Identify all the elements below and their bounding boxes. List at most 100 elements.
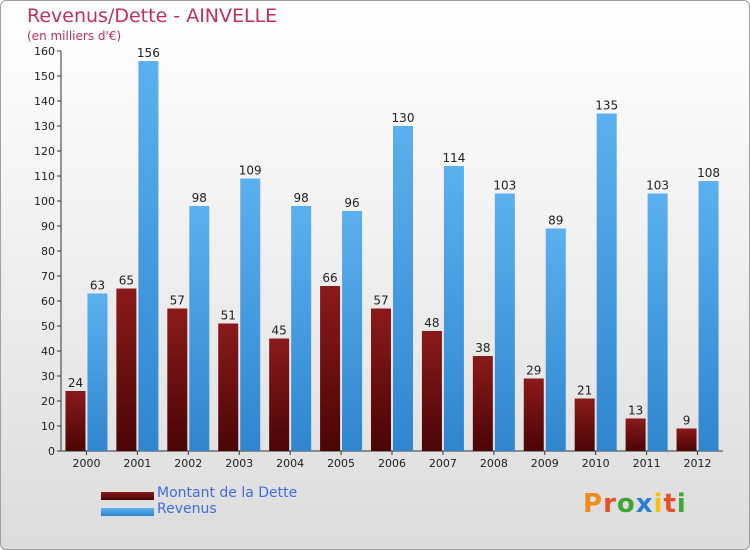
logo-letter: i (653, 489, 664, 519)
logo-letter: i (676, 489, 687, 519)
data-label-revenus: 135 (595, 99, 618, 113)
data-label-dette: 66 (322, 271, 337, 285)
y-tick-label: 10 (41, 420, 55, 433)
y-tick-label: 80 (41, 245, 55, 258)
y-tick-label: 0 (48, 445, 55, 458)
data-label-revenus: 103 (493, 179, 516, 193)
bar-chart: 0 10 20 30 40 50 60 70 80 90 100 110 120 130 140 150 160… (34, 45, 723, 470)
data-label-revenus: 108 (697, 166, 720, 180)
data-label-revenus: 98 (294, 191, 309, 205)
legend-swatch-dette (101, 492, 154, 500)
bar-revenus (189, 206, 210, 451)
bar-revenus (291, 206, 312, 451)
logo-letter: x (635, 489, 654, 519)
x-tick-label: 2011 (633, 457, 661, 470)
y-tick-label: 140 (34, 95, 55, 108)
bar-dette (167, 308, 188, 451)
data-label-dette: 13 (628, 404, 643, 418)
y-tick-label: 160 (34, 45, 55, 58)
bar-dette (116, 288, 137, 451)
bar-revenus (494, 193, 515, 451)
data-label-revenus: 63 (90, 279, 105, 293)
bar-dette (574, 398, 595, 451)
y-tick-label: 50 (41, 320, 55, 333)
chart-subtitle: (en milliers d'€) (27, 29, 122, 43)
x-tick-label: 2001 (123, 457, 151, 470)
x-tick-label: 2009 (531, 457, 559, 470)
bar-revenus (443, 166, 464, 451)
legend-label-revenus: Revenus (157, 501, 217, 517)
data-label-dette: 45 (272, 324, 287, 338)
x-tick-label: 2005 (327, 457, 355, 470)
data-label-revenus: 109 (239, 164, 262, 178)
y-tick-label: 40 (41, 345, 55, 358)
legend-label-dette: Montant de la Dette (157, 485, 298, 501)
data-label-dette: 65 (119, 274, 134, 288)
logo-letter: P (583, 489, 604, 519)
y-tick-label: 90 (41, 220, 55, 233)
data-label-dette: 57 (170, 294, 185, 308)
data-label-dette: 24 (68, 376, 83, 390)
logo-letter: t (663, 489, 677, 519)
logo-letter: o (616, 489, 636, 519)
bar-dette (523, 378, 544, 451)
bar-revenus (240, 178, 261, 451)
data-label-revenus: 103 (646, 179, 669, 193)
data-label-revenus: 156 (137, 46, 160, 60)
x-tick-label: 2012 (684, 457, 712, 470)
y-tick-label: 110 (34, 170, 55, 183)
bar-revenus (87, 293, 108, 451)
bar-dette (269, 338, 290, 451)
y-tick-label: 60 (41, 295, 55, 308)
data-label-dette: 57 (373, 294, 388, 308)
data-label-dette: 9 (683, 414, 691, 428)
bar-revenus (545, 228, 566, 451)
x-tick-label: 2004 (276, 457, 304, 470)
data-label-dette: 51 (221, 309, 236, 323)
bar-dette (218, 323, 239, 451)
bar-dette (320, 286, 341, 451)
proxiti-logo: Proxiti (583, 489, 687, 519)
data-label-dette: 29 (526, 364, 541, 378)
bar-dette (472, 356, 493, 451)
x-tick-label: 2000 (72, 457, 100, 470)
bar-dette (625, 418, 646, 451)
bar-dette (65, 391, 86, 451)
bar-revenus (596, 113, 617, 451)
data-label-dette: 21 (577, 384, 592, 398)
y-tick-label: 70 (41, 270, 55, 283)
data-labels: 24 63 65 156 57 98 51 109 45 98 66 96 57 130 48 114 38 10… (68, 46, 720, 428)
y-tick-label: 150 (34, 70, 55, 83)
bars (65, 61, 719, 451)
y-tick-label: 120 (34, 145, 55, 158)
data-label-revenus: 114 (442, 151, 465, 165)
y-tick-label: 130 (34, 120, 55, 133)
y-tick-label: 100 (34, 195, 55, 208)
x-tick-label: 2002 (174, 457, 202, 470)
bar-dette (676, 428, 697, 451)
y-tick-label: 20 (41, 395, 55, 408)
bar-revenus (393, 126, 413, 451)
x-tick-label: 2007 (429, 457, 457, 470)
data-label-revenus: 98 (192, 191, 207, 205)
data-label-revenus: 89 (548, 214, 563, 228)
bar-revenus (647, 193, 668, 451)
x-tick-label: 2006 (378, 457, 406, 470)
bar-revenus (138, 61, 159, 451)
bar-revenus (342, 211, 363, 451)
bar-revenus (698, 181, 719, 451)
bar-dette (421, 331, 442, 451)
x-tick-label: 2008 (480, 457, 508, 470)
legend-swatch-revenus (101, 508, 154, 516)
logo-letter: r (603, 489, 617, 519)
data-label-dette: 48 (424, 316, 439, 330)
data-label-revenus: 130 (392, 111, 415, 125)
bar-dette (371, 308, 391, 451)
data-label-dette: 38 (475, 341, 490, 355)
y-tick-label: 30 (41, 370, 55, 383)
x-tick-label: 2010 (582, 457, 610, 470)
data-label-revenus: 96 (344, 196, 359, 210)
x-tick-label: 2003 (225, 457, 253, 470)
chart-title: Revenus/Dette - AINVELLE (27, 5, 278, 27)
